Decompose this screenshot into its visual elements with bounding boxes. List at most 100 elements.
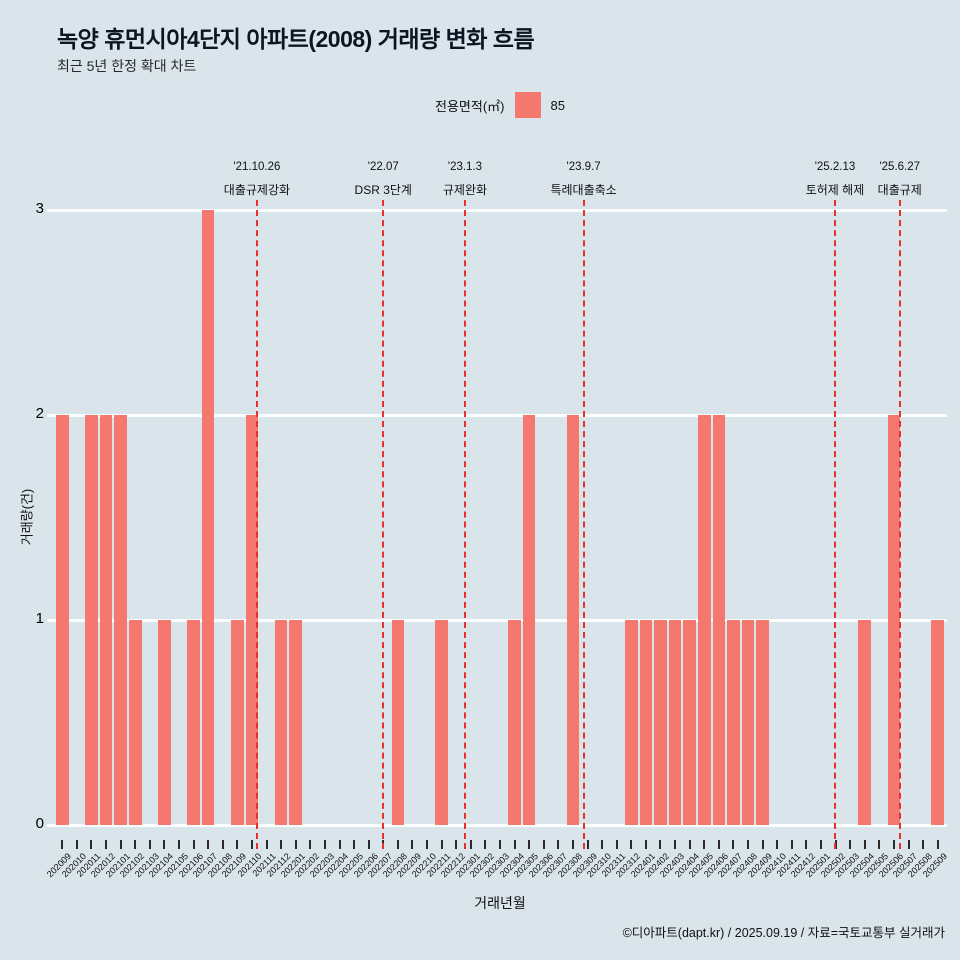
- chart-subtitle: 최근 5년 한정 확대 차트: [57, 58, 197, 74]
- x-tick: [323, 840, 326, 849]
- bar-202110: [245, 415, 259, 825]
- x-tick: [790, 840, 793, 849]
- y-tick-label: 2: [35, 405, 44, 422]
- y-axis-label: 거래량(건): [19, 488, 35, 546]
- x-tick: [601, 840, 604, 849]
- x-tick: [528, 840, 531, 849]
- x-tick: [717, 840, 720, 849]
- x-tick: [878, 840, 881, 849]
- x-tick: [776, 840, 779, 849]
- gridline-y2: [47, 413, 947, 417]
- bar-202009: [56, 415, 69, 825]
- bar-202406: [712, 415, 726, 825]
- x-tick: [455, 840, 458, 849]
- event-line-202301: [463, 200, 466, 849]
- legend-color-swatch: [514, 92, 541, 118]
- x-tick: [440, 840, 443, 849]
- gridline-y0: [47, 823, 947, 827]
- bar-202312: [625, 620, 638, 825]
- footer-credit: ©디아파트(dapt.kr) / 2025.09.19 / 자료=국토교통부 실…: [622, 926, 945, 940]
- x-tick: [761, 840, 764, 849]
- x-tick: [61, 840, 64, 849]
- x-tick: [75, 840, 78, 849]
- x-tick: [586, 840, 589, 849]
- event-line-202502: [833, 200, 836, 849]
- bar-202104: [158, 620, 171, 825]
- event-name-label: 대출규제: [877, 183, 922, 197]
- bar-202211: [435, 620, 448, 825]
- x-tick: [338, 840, 341, 849]
- x-tick: [207, 840, 210, 849]
- x-tick: [148, 840, 151, 849]
- bar-202404: [683, 620, 696, 825]
- bar-202403: [668, 620, 682, 825]
- x-tick: [892, 840, 895, 849]
- x-tick: [484, 840, 487, 849]
- gridline-y1: [47, 618, 947, 622]
- x-tick: [426, 840, 429, 849]
- x-tick: [353, 840, 356, 849]
- x-tick: [469, 840, 472, 849]
- y-tick-label: 0: [35, 815, 44, 832]
- event-line-202207: [382, 200, 385, 849]
- x-tick: [250, 840, 253, 849]
- x-tick: [499, 840, 501, 849]
- x-axis-label: 거래년월: [474, 895, 526, 911]
- x-tick: [644, 840, 647, 849]
- bar-202308: [566, 415, 580, 825]
- event-date-label: '25.2.13: [814, 161, 856, 173]
- x-tick: [367, 840, 370, 849]
- event-name-label: 규제완화: [442, 183, 488, 197]
- chart-title: 녹양 휴먼시아4단지 아파트(2008) 거래량 변화 흐름: [57, 26, 535, 52]
- event-date-label: '21.10.26: [233, 161, 281, 173]
- gridline-y3: [47, 208, 947, 212]
- x-tick: [732, 840, 735, 849]
- x-tick: [309, 840, 312, 849]
- bar-202201: [289, 620, 303, 825]
- bar-202011: [85, 415, 98, 825]
- x-tick: [265, 840, 268, 849]
- event-date-label: '23.1.3: [447, 161, 483, 173]
- x-tick: [936, 840, 939, 849]
- x-tick: [178, 840, 181, 849]
- x-tick: [747, 840, 750, 849]
- event-date-label: '25.6.27: [879, 161, 921, 173]
- x-tick: [849, 840, 852, 849]
- x-tick: [134, 840, 137, 849]
- x-tick: [411, 840, 414, 849]
- x-tick: [513, 840, 516, 849]
- y-tick-label: 1: [35, 610, 44, 627]
- x-tick: [805, 840, 808, 849]
- x-tick: [819, 840, 822, 849]
- x-tick: [630, 840, 633, 849]
- x-tick: [396, 840, 399, 849]
- legend-label: 전용면적(㎡): [435, 98, 505, 114]
- x-tick: [90, 840, 93, 849]
- bar-202402: [654, 620, 667, 825]
- x-tick: [922, 840, 925, 849]
- event-line-202309: [582, 200, 585, 849]
- bar-202112: [274, 620, 288, 825]
- bar-202506: [887, 415, 901, 825]
- x-tick: [571, 840, 574, 849]
- x-tick: [105, 840, 108, 849]
- bar-202504: [858, 620, 872, 825]
- bar-202208: [391, 620, 405, 825]
- x-tick: [280, 840, 283, 849]
- event-line-202110: [255, 200, 258, 849]
- bar-202107: [201, 210, 215, 825]
- event-name-label: 토허제 해제: [805, 183, 865, 197]
- x-tick: [863, 840, 866, 849]
- x-tick: [236, 840, 239, 849]
- x-tick: [163, 840, 166, 849]
- x-tick: [703, 840, 706, 849]
- x-tick: [615, 840, 618, 849]
- x-tick: [557, 840, 560, 849]
- bar-202401: [639, 620, 653, 825]
- event-date-label: '22.07: [367, 161, 399, 173]
- x-tick: [907, 840, 910, 849]
- x-tick: [688, 840, 691, 849]
- x-tick: [542, 840, 545, 849]
- bar-202407: [727, 620, 740, 825]
